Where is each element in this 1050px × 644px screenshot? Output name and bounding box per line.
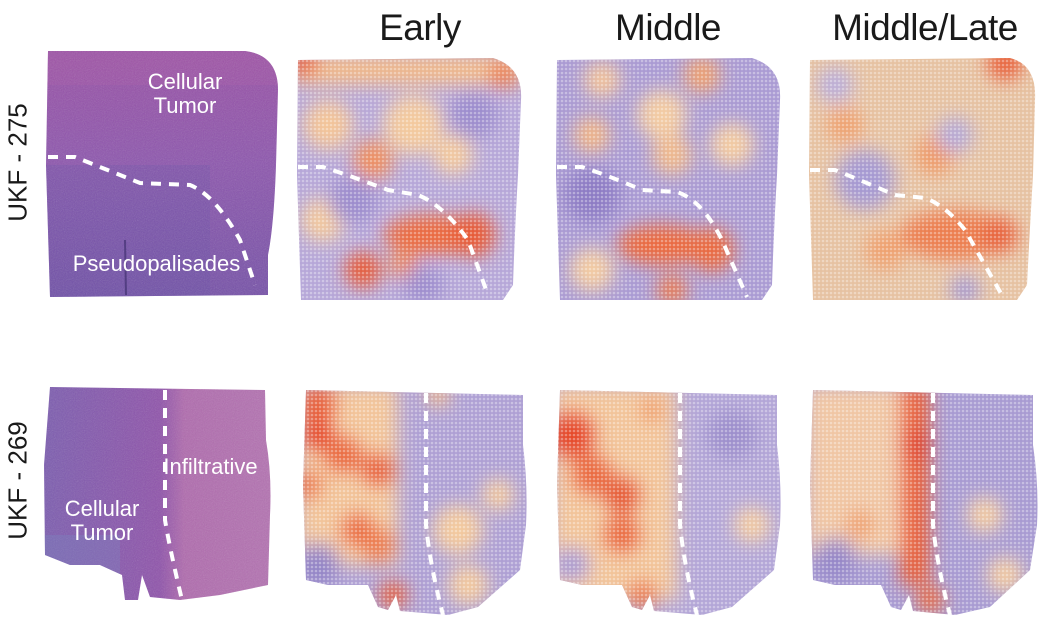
boundary-line bbox=[298, 165, 490, 296]
region-label-cellular-tumor-2: Cellular Tumor bbox=[52, 497, 152, 545]
boundary-line bbox=[810, 168, 1005, 298]
region-label-line: Cellular bbox=[64, 496, 140, 521]
heatmap-ukf-269-middle-late bbox=[805, 385, 1040, 620]
heatmap-ukf-269-middle bbox=[552, 385, 782, 620]
heatmap-ukf-275-early bbox=[293, 55, 523, 300]
boundary-line bbox=[424, 393, 445, 616]
heatmap-ukf-275-middle-late bbox=[805, 55, 1040, 300]
boundary-line bbox=[931, 393, 952, 616]
he-stain-panel-ukf-275 bbox=[40, 45, 285, 305]
row-label-ukf-275: UKF - 275 bbox=[2, 103, 33, 222]
boundary-line bbox=[557, 165, 749, 298]
region-label-line: Pseudopalisades bbox=[72, 251, 241, 276]
boundary-line bbox=[678, 393, 699, 616]
column-title-middle-late: Middle/Late bbox=[832, 7, 1018, 48]
region-label-infiltrative: Infiltrative bbox=[148, 455, 273, 479]
heatmap-ukf-275-middle bbox=[552, 55, 782, 300]
column-title-early: Early bbox=[379, 7, 461, 48]
row-label-ukf-269: UKF - 269 bbox=[2, 421, 33, 540]
region-label-cellular-tumor: Cellular Tumor bbox=[140, 70, 230, 118]
region-label-line: Cellular bbox=[147, 69, 223, 94]
boundary-line bbox=[48, 155, 257, 286]
region-label-line: Tumor bbox=[70, 520, 134, 545]
he-stain-panel-ukf-269 bbox=[40, 385, 280, 615]
region-label-line: Tumor bbox=[153, 93, 217, 118]
heatmap-ukf-269-early bbox=[298, 385, 528, 620]
region-label-pseudopalisades: Pseudopalisades bbox=[44, 252, 269, 276]
boundary-line bbox=[163, 390, 184, 601]
region-label-line: Infiltrative bbox=[163, 454, 258, 479]
column-title-middle: Middle bbox=[615, 7, 722, 48]
